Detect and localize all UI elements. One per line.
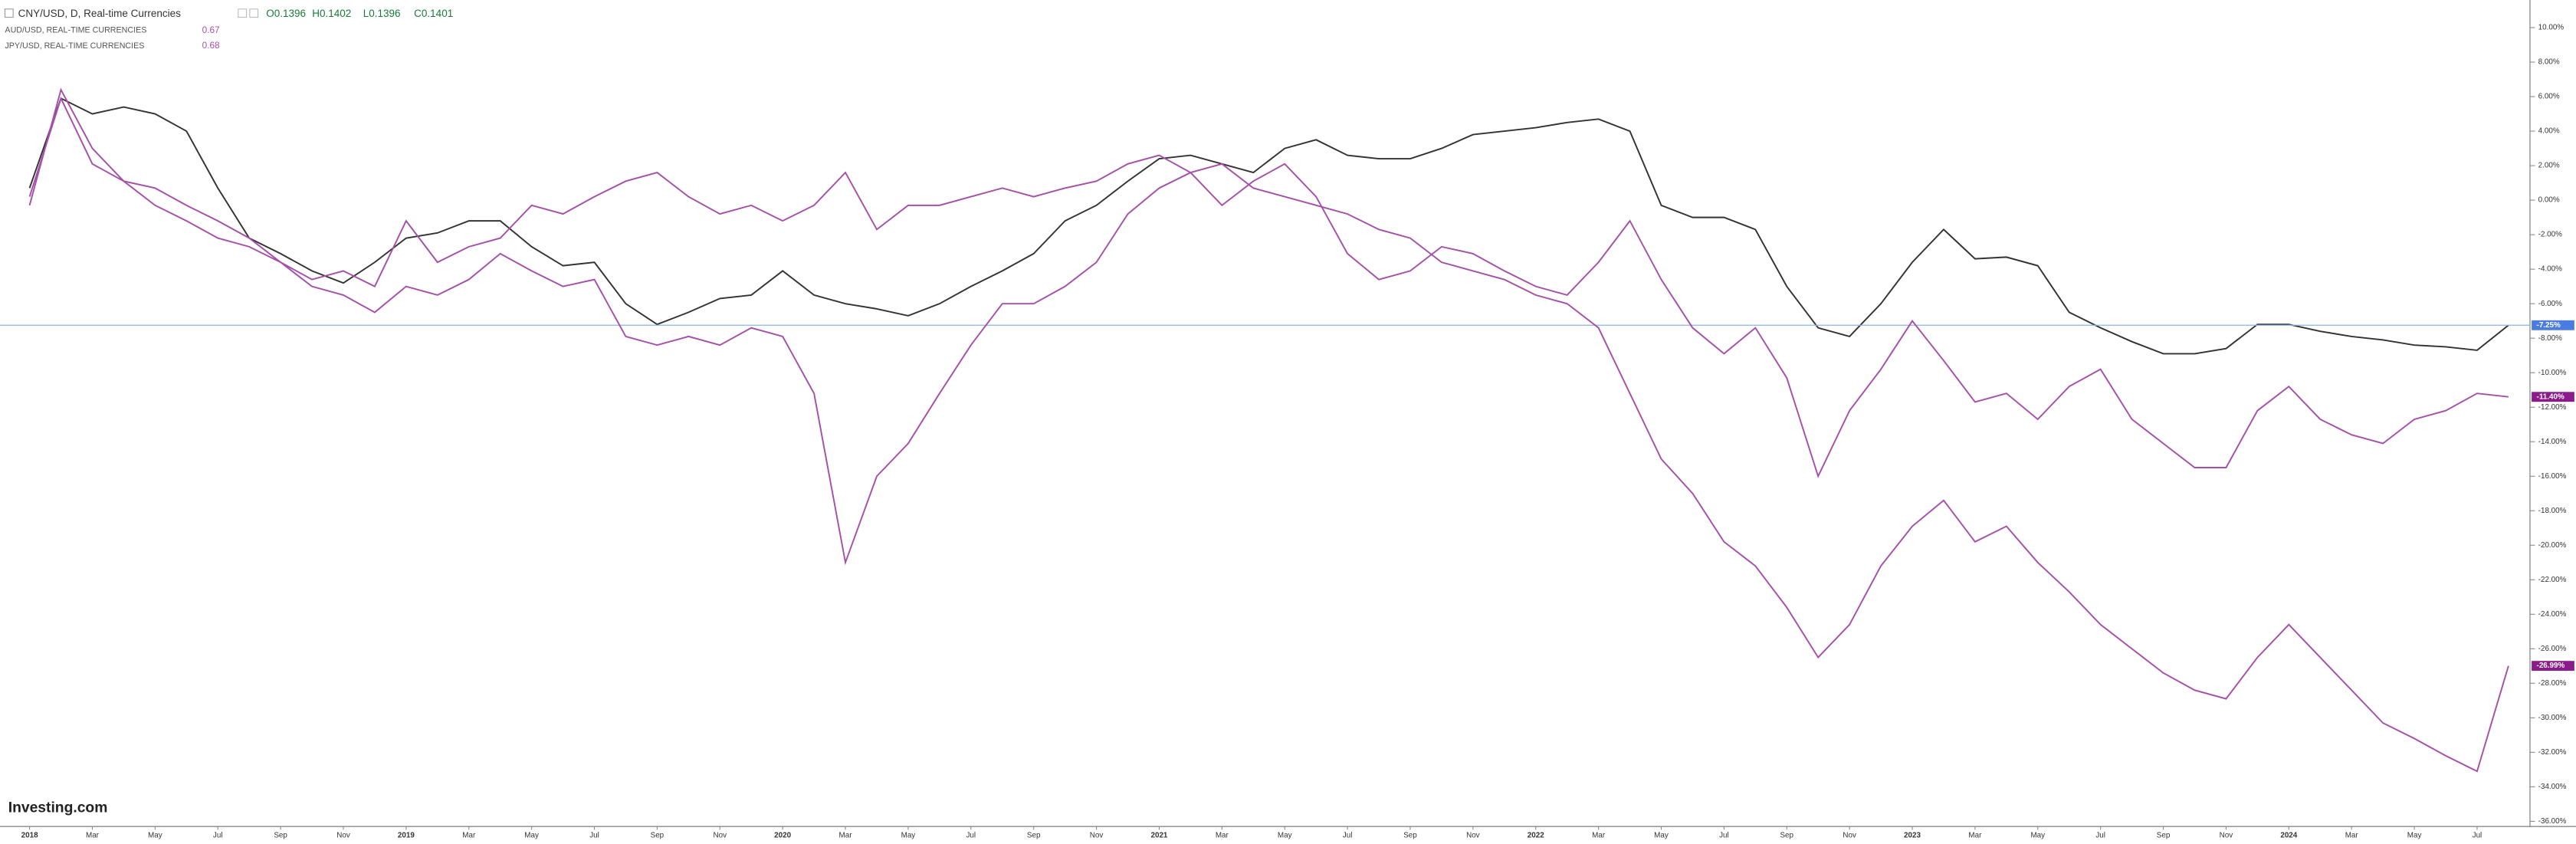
x-tick-label: Mar <box>1968 832 1982 840</box>
y-tick-label: 8.00% <box>2538 58 2560 67</box>
x-tick-label: Jul <box>966 832 976 840</box>
y-tick-label: 6.00% <box>2538 93 2560 101</box>
x-tick-label: Jul <box>213 832 223 840</box>
close: C0.1401 <box>414 8 453 19</box>
last-price-box <box>2532 392 2574 402</box>
x-tick-label: 2018 <box>21 832 38 840</box>
icon-button[interactable] <box>238 8 248 18</box>
y-tick-label: -22.00% <box>2538 576 2567 584</box>
y-tick-label: 0.00% <box>2538 196 2560 205</box>
x-tick-label: Mar <box>1592 832 1606 840</box>
last-price-label: -26.99% <box>2537 662 2565 670</box>
high: H0.1402 <box>312 8 351 19</box>
series-line <box>28 96 2509 566</box>
last-price-label: -11.40% <box>2537 392 2565 401</box>
x-tick-label: Mar <box>2345 832 2359 840</box>
x-tick-label: May <box>901 832 916 840</box>
x-tick-label: May <box>148 832 162 840</box>
x-tick-label: May <box>524 832 539 840</box>
x-tick-label: Nov <box>1466 832 1480 840</box>
x-tick-label: Mar <box>86 832 100 840</box>
x-tick-label: 2020 <box>774 832 791 840</box>
y-tick-label: -32.00% <box>2538 748 2567 757</box>
series-line <box>28 87 2509 773</box>
x-tick-label: Nov <box>1843 832 1856 840</box>
y-tick-label: -16.00% <box>2538 472 2567 481</box>
y-tick-label: -14.00% <box>2538 438 2567 446</box>
y-tick-label: -26.00% <box>2538 645 2567 653</box>
x-tick-label: Nov <box>2220 832 2233 840</box>
y-tick-label: -18.00% <box>2538 507 2567 515</box>
x-tick-label: Nov <box>336 832 350 840</box>
icon-button[interactable] <box>249 8 259 18</box>
y-tick-label: -28.00% <box>2538 679 2567 688</box>
x-tick-label: Nov <box>1090 832 1104 840</box>
y-tick-label: -24.00% <box>2538 610 2567 619</box>
x-tick-label: 2023 <box>1904 832 1921 840</box>
last-price-box <box>2532 320 2574 330</box>
x-tick-label: Sep <box>274 832 287 840</box>
x-tick-label: Sep <box>1403 832 1417 840</box>
x-tick-label: Jul <box>589 832 599 840</box>
compare-value: 0.68 <box>202 41 220 51</box>
last-price-label: -7.25% <box>2537 321 2561 330</box>
x-tick-label: Mar <box>839 832 853 840</box>
x-tick-label: 2024 <box>2280 832 2297 840</box>
y-tick-label: -34.00% <box>2538 783 2567 791</box>
y-tick-label: -2.00% <box>2538 231 2562 239</box>
x-tick-label: Nov <box>714 832 727 840</box>
main-symbol: CNY/USD, D, Real-time Currencies <box>18 8 182 19</box>
x-tick-label: Mar <box>1216 832 1229 840</box>
collapse-button[interactable] <box>4 8 14 18</box>
logo: Investing.com <box>8 800 108 816</box>
y-tick-label: 4.00% <box>2538 127 2560 136</box>
y-tick-label: 2.00% <box>2538 162 2560 170</box>
compare-value: 0.67 <box>202 25 220 35</box>
x-tick-label: 2019 <box>398 832 415 840</box>
x-tick-label: May <box>1278 832 1292 840</box>
x-tick-label: Jul <box>2473 832 2482 840</box>
x-tick-label: May <box>2407 832 2422 840</box>
y-tick-label: -8.00% <box>2538 334 2562 343</box>
x-tick-label: Sep <box>1027 832 1041 840</box>
y-tick-label: -30.00% <box>2538 714 2567 722</box>
open: O0.1396 <box>266 8 306 19</box>
y-tick-label: -4.00% <box>2538 265 2562 274</box>
x-tick-label: 2022 <box>1528 832 1544 840</box>
low: L0.1396 <box>363 8 401 19</box>
x-tick-label: 2021 <box>1150 832 1167 840</box>
x-tick-label: May <box>1654 832 1669 840</box>
compare-symbol: JPY/USD, REAL-TIME CURRENCIES <box>5 41 144 51</box>
y-tick-label: -10.00% <box>2538 369 2567 377</box>
x-tick-label: Mar <box>462 832 476 840</box>
x-tick-label: Sep <box>651 832 665 840</box>
x-tick-label: Jul <box>1719 832 1729 840</box>
x-tick-label: Jul <box>2095 832 2105 840</box>
compare-symbol: AUD/USD, REAL-TIME CURRENCIES <box>5 25 146 34</box>
y-tick-label: -20.00% <box>2538 541 2567 550</box>
x-tick-label: May <box>2030 832 2045 840</box>
y-tick-label: 10.00% <box>2538 24 2565 32</box>
last-price-box <box>2532 661 2574 672</box>
y-tick-label: -6.00% <box>2538 300 2562 308</box>
x-tick-label: Jul <box>1343 832 1353 840</box>
y-tick-label: -12.00% <box>2538 403 2567 412</box>
x-tick-label: Sep <box>1780 832 1793 840</box>
x-tick-label: Sep <box>2157 832 2171 840</box>
y-tick-label: -36.00% <box>2538 817 2567 826</box>
